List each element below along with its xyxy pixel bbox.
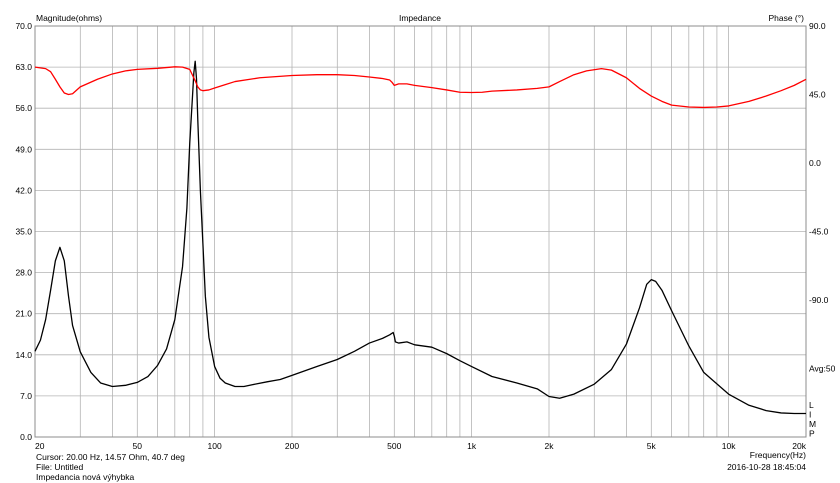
x-tick-label: 10k <box>722 441 736 451</box>
right-axis-label: Phase (°) <box>768 13 804 23</box>
x-tick-label: 200 <box>285 441 299 451</box>
y-tick-label-right: -90.0 <box>809 295 829 305</box>
measurement-note: Impedancia nová výhybka <box>36 472 135 482</box>
y-tick-label-left: 42.0 <box>15 185 32 195</box>
x-axis-label: Frequency(Hz) <box>750 450 806 460</box>
y-tick-label-left: 70.0 <box>15 21 32 31</box>
y-tick-label-left: 0.0 <box>20 432 32 442</box>
plot-frame <box>34 25 807 438</box>
y-tick-label-right: Avg:50 <box>809 364 836 374</box>
tick-labels: 20 50 100 200 500 1k 2k 5k 10k 20k 0.0 7.0 14.0 21.0 2… <box>15 21 835 451</box>
y-tick-label-left: 14.0 <box>15 350 32 360</box>
legend-letter: P <box>809 429 815 439</box>
y-tick-label-left: 49.0 <box>15 144 32 154</box>
y-tick-label-left: 35.0 <box>15 227 32 237</box>
y-tick-label-left: 56.0 <box>15 103 32 113</box>
y-tick-label-right: 0.0 <box>809 158 821 168</box>
y-tick-label-left: 21.0 <box>15 309 32 319</box>
cursor-readout: Cursor: 20.00 Hz, 14.57 Ohm, 40.7 deg <box>36 452 185 462</box>
series-layer <box>34 60 807 415</box>
x-tick-label: 2k <box>545 441 555 451</box>
x-tick-label: 50 <box>133 441 143 451</box>
phase-curve <box>34 66 807 109</box>
grid <box>35 26 806 437</box>
x-tick-label: 5k <box>647 441 657 451</box>
chart-title: Impedance <box>399 13 441 23</box>
timestamp: 2016-10-28 18:45:04 <box>727 462 806 472</box>
legend-letter: M <box>809 419 816 429</box>
y-tick-label-left: 7.0 <box>20 391 32 401</box>
x-tick-label: 1k <box>467 441 477 451</box>
magnitude-curve <box>34 60 806 415</box>
file-name: File: Untitled <box>36 462 84 472</box>
y-tick-label-right: -45.0 <box>809 227 829 237</box>
x-tick-label: 500 <box>387 441 401 451</box>
x-tick-label: 20 <box>35 441 45 451</box>
y-tick-label-left: 28.0 <box>15 268 32 278</box>
x-tick-label: 20k <box>792 441 806 451</box>
legend-letter: L <box>809 400 814 410</box>
left-axis-label: Magnitude(ohms) <box>36 13 102 23</box>
y-tick-label-right: 90.0 <box>809 21 826 31</box>
x-tick-label: 100 <box>208 441 222 451</box>
legend-letter: I <box>809 410 811 420</box>
y-tick-label-right: 45.0 <box>809 90 826 100</box>
y-tick-label-left: 63.0 <box>15 62 32 72</box>
